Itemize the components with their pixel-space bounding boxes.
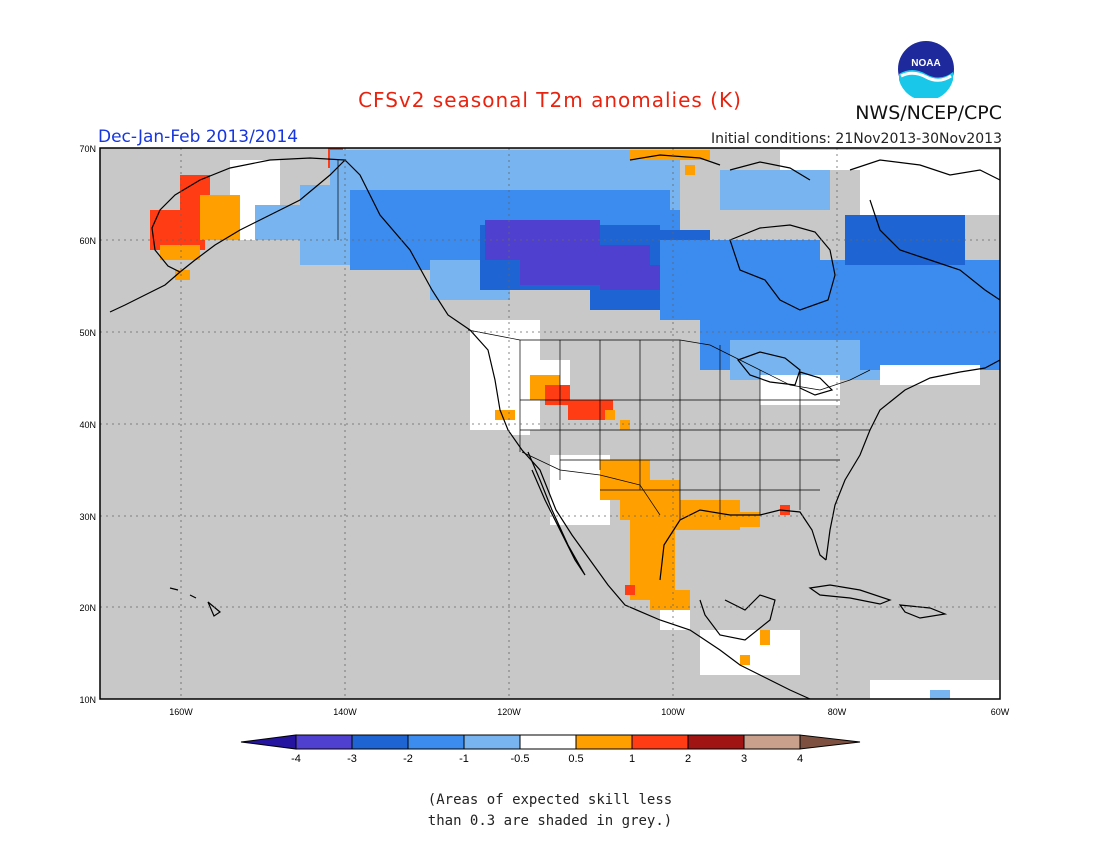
- lon-label-80w: 80W: [828, 707, 847, 717]
- hispaniola: [898, 604, 948, 619]
- colorbar-box: [407, 734, 465, 750]
- colorbar-label: 2: [685, 753, 691, 765]
- colorbar-box: [743, 734, 801, 750]
- anomaly-cell: [930, 690, 950, 699]
- anomaly-map: 70N 60N 50N 40N 30N 20N 10N 160W 140W 12…: [79, 144, 1009, 717]
- colorbar-box: [351, 734, 409, 750]
- anomaly-cell: [880, 365, 980, 385]
- arctic-islands: [629, 154, 1001, 181]
- lon-label-60w: 60W: [991, 707, 1010, 717]
- baja: [527, 451, 586, 576]
- hudson-bay: [729, 224, 836, 311]
- anomaly-cell: [700, 630, 800, 675]
- lat-label-10: 10N: [79, 695, 96, 705]
- colorbar-box: [687, 734, 745, 750]
- colorbar-label: 0.5: [568, 753, 583, 765]
- anomaly-cell: [495, 410, 515, 420]
- anomaly-cell: [600, 265, 660, 290]
- colorbar-label: -1: [459, 753, 469, 765]
- lon-label-100w: 100W: [661, 707, 685, 717]
- anomaly-cell: [160, 245, 200, 260]
- anomaly-cell: [760, 630, 770, 645]
- anomaly-cell: [200, 195, 240, 240]
- skill-note-line-2: than 0.3 are shaded in grey.): [427, 813, 673, 829]
- anomaly-cell: [605, 410, 615, 420]
- skill-note: (Areas of expected skill less than 0.3 a…: [0, 790, 1100, 832]
- lat-label-70: 70N: [79, 144, 96, 154]
- colorbar-label: -0.5: [511, 753, 530, 765]
- lat-label-40: 40N: [79, 420, 96, 430]
- anomaly-cell: [860, 170, 1000, 215]
- colorbar-box: [631, 734, 689, 750]
- anomaly-cell: [175, 270, 190, 280]
- colorbar-box: [463, 734, 521, 750]
- anomaly-cell: [660, 610, 690, 630]
- colorbar-label: -2: [403, 753, 413, 765]
- lon-label-140w: 140W: [333, 707, 357, 717]
- lon-label-120w: 120W: [497, 707, 521, 717]
- aleutians: [109, 271, 181, 313]
- logo-text: NOAA: [911, 58, 940, 69]
- colorbar-label: -4: [291, 753, 301, 765]
- lon-label-160w: 160W: [169, 707, 193, 717]
- colorbar-label: 4: [797, 753, 803, 765]
- lat-label-20: 20N: [79, 603, 96, 613]
- color-legend: -4 -3 -2 -1 -0.5 0.5 1 2 3 4: [240, 734, 861, 765]
- anomaly-cell: [630, 150, 710, 160]
- us-canada-border: [467, 329, 871, 391]
- lat-label-30: 30N: [79, 512, 96, 522]
- organization-label: NWS/NCEP/CPC: [855, 102, 1002, 124]
- colorbar-box: [295, 734, 353, 750]
- anomaly-cell: [870, 680, 1000, 699]
- anomaly-cell: [568, 400, 613, 420]
- west-coast: [344, 159, 811, 700]
- anomaly-cell: [740, 655, 750, 665]
- cuba: [808, 584, 892, 605]
- lat-label-50: 50N: [79, 328, 96, 338]
- anomaly-cell: [720, 170, 830, 210]
- map-frame: [99, 147, 1001, 700]
- anomaly-cell: [630, 520, 675, 600]
- chart-title: CFSv2 seasonal T2m anomalies (K): [358, 88, 742, 112]
- skill-note-line-1: (Areas of expected skill less: [427, 792, 673, 808]
- colorbar-label: -3: [347, 753, 357, 765]
- alaska: [151, 157, 347, 273]
- anomaly-cell: [685, 165, 695, 175]
- forecast-period: Dec-Jan-Feb 2013/2014: [98, 127, 299, 147]
- political-boundaries: [337, 160, 871, 520]
- east-coast: [825, 359, 1001, 561]
- lat-label-60: 60N: [79, 236, 96, 246]
- us-mexico-border: [521, 451, 661, 516]
- colorbar-label: 1: [629, 753, 635, 765]
- state-lines: [519, 340, 870, 520]
- noaa-logo: NOAA: [898, 41, 954, 98]
- anomaly-cell: [620, 420, 630, 430]
- colorbar-box: [519, 734, 577, 750]
- anomaly-cell: [580, 500, 610, 525]
- colorbar-label: 3: [741, 753, 747, 765]
- anomaly-cell: [780, 150, 1000, 170]
- initial-conditions: Initial conditions: 21Nov2013-30Nov2013: [711, 131, 1002, 147]
- colorbar-box: [575, 734, 633, 750]
- colorbar-arrow-right: [799, 734, 861, 750]
- anomaly-cell: [150, 210, 205, 250]
- anomaly-cells: [150, 148, 1000, 699]
- axis-labels: 70N 60N 50N 40N 30N 20N 10N 160W 140W 12…: [79, 144, 1009, 717]
- anomaly-cell: [650, 590, 690, 610]
- graticule: [100, 148, 1000, 699]
- anomaly-cell: [625, 585, 635, 595]
- yucatan: [699, 594, 776, 641]
- colorbar-arrow-left: [240, 734, 297, 750]
- labrador: [869, 199, 1001, 301]
